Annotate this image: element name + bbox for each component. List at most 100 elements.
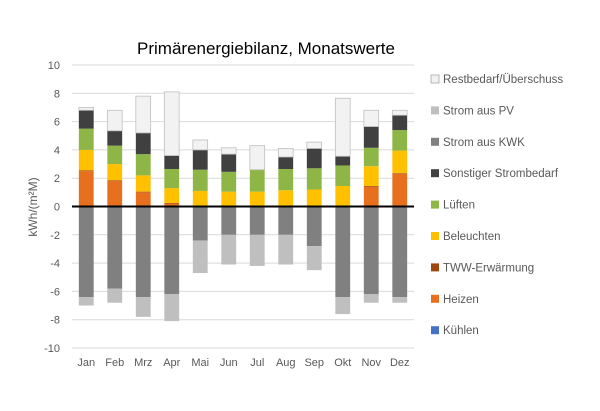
y-tick-label: 8	[54, 88, 60, 100]
bar-segment	[78, 206, 94, 298]
bar-segment	[391, 109, 408, 116]
bar-segment	[363, 126, 379, 148]
bar-segment	[221, 154, 237, 172]
bar-segment	[335, 185, 351, 206]
bar-segment	[278, 156, 294, 170]
bar-segment	[164, 169, 180, 189]
legend-swatch	[431, 137, 439, 146]
bar-segment	[363, 186, 379, 207]
bar-segment	[192, 206, 208, 241]
bar-segment	[249, 145, 266, 171]
bar-segment	[334, 97, 351, 157]
legend-swatch	[431, 294, 439, 303]
bar-segment	[249, 169, 265, 192]
bar-segment	[164, 206, 180, 295]
bar-segment	[78, 170, 94, 172]
bar-segment	[249, 234, 265, 266]
legend-label: TWW-Erwärmung	[443, 262, 534, 274]
legend-swatch	[431, 326, 439, 335]
bar-segment	[306, 148, 322, 169]
bar-segment	[249, 191, 265, 206]
x-tick-label: Jul	[250, 357, 264, 369]
gridlines	[72, 64, 414, 349]
bar-segment	[192, 139, 209, 151]
bar-segment	[106, 109, 123, 132]
bar-segment	[221, 206, 237, 235]
y-tick-label: 0	[54, 202, 60, 214]
x-tick-label: Mai	[191, 357, 209, 369]
bar-segment	[78, 297, 94, 306]
bar-segment	[392, 173, 408, 207]
y-tick-label: -2	[50, 230, 60, 242]
bar-segment	[107, 181, 123, 207]
legend-swatch	[431, 106, 439, 115]
x-tick-label: Nov	[361, 357, 381, 369]
bar-segment	[363, 166, 379, 186]
y-tick-label: 6	[54, 117, 60, 129]
bar-segment	[335, 297, 351, 315]
y-tick-label: -4	[50, 258, 60, 270]
axes: 10 8 6 4 2 0 -2 -4 -6 -8 -10 Jan Feb Mrz Apr Mai Jun Jul A…	[44, 60, 414, 369]
y-axis-label: kWh/(m²M)	[26, 177, 40, 236]
legend-label: Beleuchten	[443, 231, 501, 243]
bar-segment	[164, 188, 180, 203]
bar-segment	[306, 206, 322, 247]
y-tick-label: 10	[48, 60, 60, 72]
x-tick-label: Feb	[105, 357, 124, 369]
x-tick-label: Okt	[334, 357, 351, 369]
bar-segment	[135, 95, 152, 134]
legend-label: Sonstiger Strombedarf	[443, 168, 559, 180]
bar-segment	[249, 206, 265, 235]
bar-segment	[363, 294, 379, 303]
bar-segment	[164, 202, 180, 204]
bar-segment	[163, 91, 180, 156]
y-tick-label: -10	[44, 343, 60, 355]
legend-label: Heizen	[443, 294, 479, 306]
legend-swatch	[431, 169, 439, 178]
bar-segment	[107, 145, 123, 165]
bar-segment	[277, 148, 294, 158]
y-tick-label: 4	[54, 145, 60, 157]
bar-segment	[107, 206, 123, 289]
legend-label: Lüften	[443, 200, 475, 212]
bar-segment	[78, 107, 95, 111]
bar-segment	[363, 109, 380, 127]
bar-segment	[192, 149, 208, 170]
legend-label: Strom aus KWK	[443, 137, 525, 149]
bar-segment	[135, 191, 151, 193]
bar-segment	[306, 189, 322, 206]
bar-segment	[278, 190, 294, 206]
bar-segment	[278, 169, 294, 191]
bar-segment	[335, 165, 351, 186]
legend: Restbedarf/Überschuss Strom aus PV Strom a…	[430, 74, 563, 337]
bar-segment	[306, 168, 322, 190]
bar-segment	[392, 150, 408, 174]
bars	[78, 91, 408, 322]
legend-swatch	[431, 200, 439, 209]
bar-segment	[221, 191, 237, 206]
bar-segment	[392, 130, 408, 151]
bar-segment	[135, 206, 151, 298]
bar-segment	[78, 110, 94, 129]
bar-segment	[220, 147, 237, 155]
x-tick-label: Mrz	[134, 357, 152, 369]
bar-segment	[278, 234, 294, 265]
bar-segment	[164, 203, 180, 207]
x-tick-label: Jan	[77, 357, 95, 369]
bar-segment	[78, 149, 94, 171]
bar-segment	[192, 240, 208, 274]
bar-segment	[164, 155, 180, 170]
bar-segment	[192, 169, 208, 191]
x-tick-label: Aug	[276, 357, 296, 369]
bar-segment	[363, 185, 379, 187]
bar-segment	[335, 206, 351, 298]
y-tick-label: 2	[54, 173, 60, 185]
x-tick-label: Apr	[163, 357, 180, 369]
bar-segment	[306, 246, 322, 271]
bar-segment	[164, 294, 180, 322]
bar-segment	[363, 206, 379, 295]
bar-segment	[78, 171, 94, 207]
bar-segment	[107, 130, 123, 146]
bar-segment	[135, 192, 151, 207]
